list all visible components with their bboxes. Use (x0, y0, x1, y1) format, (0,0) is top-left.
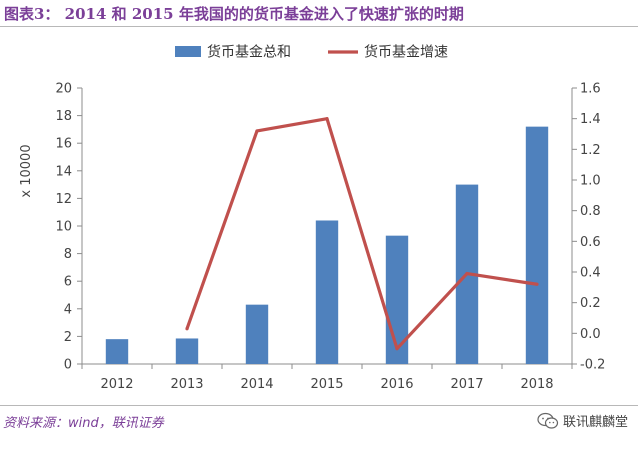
left-axis-label: x 10000 (19, 144, 34, 197)
wechat-icon (537, 412, 559, 429)
x-axis-tick-label: 2017 (450, 377, 483, 392)
chart-title: 图表3： 2014 和 2015 年我国的的货币基金进入了快速扩张的时期 (4, 5, 464, 23)
growth-line (185, 117, 538, 351)
bar (105, 339, 129, 364)
legend-bar-swatch (175, 46, 201, 57)
right-axis-tick-label: 1.4 (580, 112, 601, 127)
left-axis-tick-label: 2 (64, 330, 72, 345)
legend-line-label: 货币基金增速 (364, 44, 448, 61)
right-axis-tick-label: 0.0 (580, 327, 601, 342)
title-divider (0, 26, 638, 27)
right-axis-tick-label: 0.4 (580, 266, 601, 281)
left-axis-tick-label: 4 (64, 302, 72, 317)
left-axis-tick-label: 8 (64, 247, 72, 262)
bar (245, 304, 269, 364)
right-axis-tick-label: -0.2 (580, 358, 605, 373)
growth-point (255, 129, 259, 133)
x-axis-tick-label: 2013 (170, 377, 203, 392)
growth-point (325, 117, 329, 121)
brand-name: 联讯麒麟堂 (562, 415, 628, 430)
x-axis-tick-label: 2018 (520, 377, 553, 392)
right-axis-tick-label: 1.6 (580, 82, 601, 97)
bar (525, 126, 549, 364)
x-axis-tick-label: 2015 (310, 377, 343, 392)
left-axis-tick-label: 12 (55, 192, 72, 207)
left-axis-tick-label: 10 (55, 220, 72, 235)
source-note: 资料来源：wind，联讯证券 (3, 416, 164, 431)
growth-point (185, 327, 189, 331)
x-axis-tick-label: 2016 (380, 377, 413, 392)
legend-bar-label: 货币基金总和 (207, 44, 291, 61)
footer-divider (0, 405, 638, 406)
right-axis-tick-label: 0.2 (580, 296, 601, 311)
growth-point (395, 347, 399, 351)
bar (315, 220, 339, 364)
left-axis-tick-label: 14 (55, 164, 72, 179)
left-axis-tick-label: 0 (64, 358, 72, 373)
left-axis-tick-label: 6 (64, 275, 72, 290)
left-axis-tick-label: 16 (55, 137, 72, 152)
x-axis-tick-label: 2014 (240, 377, 273, 392)
right-axis-tick-label: 0.6 (580, 235, 601, 250)
bar (175, 338, 199, 364)
brand: 联讯麒麟堂 (537, 411, 628, 430)
right-axis-tick-label: 1.0 (580, 174, 601, 189)
growth-point (535, 282, 539, 286)
chart: 0 2 4 6 8 10 12 14 16 18 20 -0.2 0.0 0.2 0.4 0.6 0.8 1.0 1… (19, 44, 605, 393)
left-axis-tick-label: 20 (55, 82, 72, 97)
right-axis-tick-label: 1.2 (580, 143, 601, 158)
x-axis-tick-label: 2012 (100, 377, 133, 392)
growth-point (465, 271, 469, 276)
right-axis-tick-label: 0.8 (580, 204, 601, 219)
left-axis-tick-label: 18 (55, 109, 72, 124)
